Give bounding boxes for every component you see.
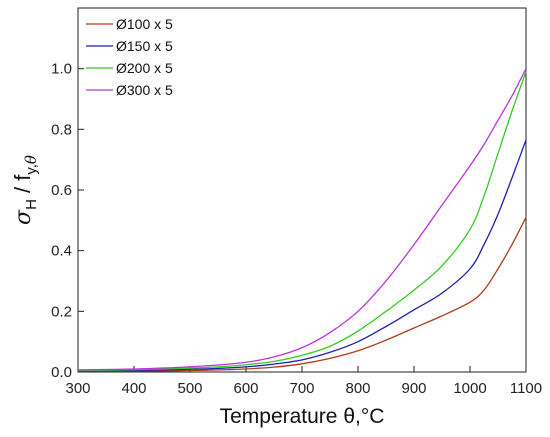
legend-entry: Ø150 x 5 [116, 38, 173, 54]
series-line-1 [77, 217, 527, 372]
y-axis-label: σH / fy,θ [10, 155, 40, 225]
x-tick-label: 900 [401, 380, 426, 397]
series-line-4 [77, 68, 527, 371]
x-tick-label: 400 [121, 380, 146, 397]
x-axis-ticks: 300 400 500 600 700 800 900 1000 1100 [65, 366, 542, 397]
x-tick-label: 800 [345, 380, 370, 397]
legend-entry: Ø100 x 5 [116, 16, 173, 32]
y-axis-ticks: 0.0 0.2 0.4 0.6 0.8 1.0 [51, 61, 84, 381]
series-line-3 [77, 71, 527, 372]
svg-text:σH / fy,θ: σH / fy,θ [10, 155, 40, 225]
y-tick-label: 0.8 [51, 121, 72, 138]
x-tick-label: 1000 [453, 380, 486, 397]
y-tick-label: 0.4 [51, 243, 72, 260]
x-tick-label: 600 [233, 380, 258, 397]
x-tick-label: 700 [289, 380, 314, 397]
y-tick-label: 0.0 [51, 364, 72, 381]
legend-entry: Ø200 x 5 [116, 60, 173, 76]
x-tick-label: 1100 [510, 380, 542, 397]
y-tick-label: 0.6 [51, 182, 72, 199]
legend: Ø100 x 5 Ø150 x 5 Ø200 x 5 Ø300 x 5 [86, 16, 173, 98]
x-axis-label: Temperature θ,°C [220, 405, 385, 428]
y-tick-label: 1.0 [51, 61, 72, 78]
x-tick-label: 300 [65, 380, 90, 397]
series-line-2 [77, 139, 527, 372]
series-lines [77, 68, 527, 372]
y-tick-label: 0.2 [51, 303, 72, 320]
legend-entry: Ø300 x 5 [116, 82, 173, 98]
x-tick-label: 500 [177, 380, 202, 397]
